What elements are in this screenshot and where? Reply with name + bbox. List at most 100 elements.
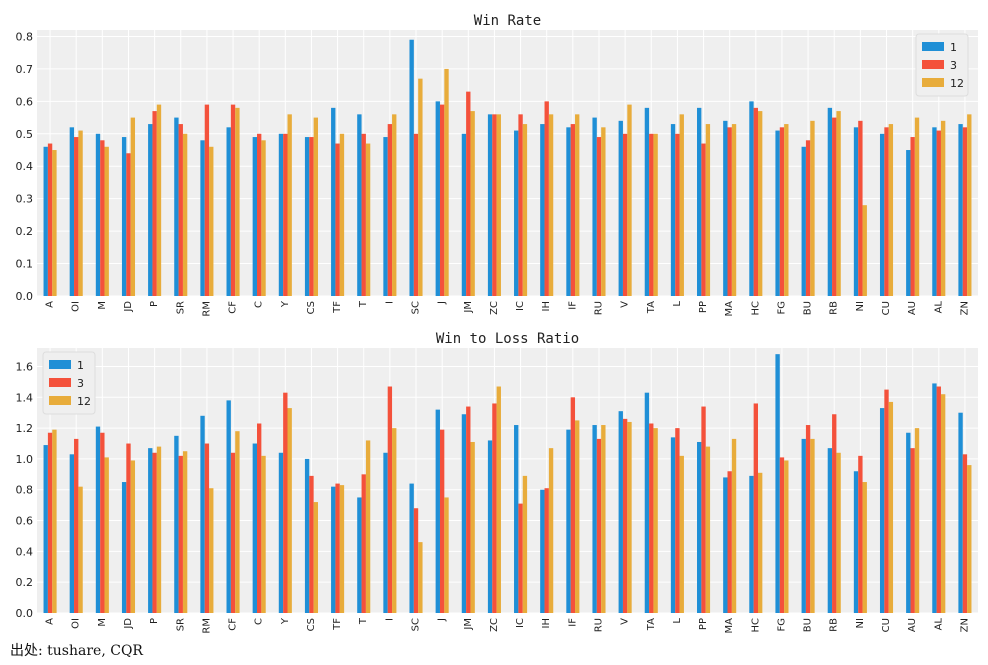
bar-c-series-12 [261,455,266,613]
x-tick-label: MA [724,301,735,317]
bar-sc-series-12 [418,542,423,613]
legend: 1 3 12 [42,351,96,415]
bar-rm-series-1 [200,415,205,613]
bar-ru-series-3 [596,438,602,613]
x-tick-label: SC [411,301,422,314]
bar-c-series-1 [252,443,258,613]
bar-zc-series-12 [496,386,501,613]
x-tick-label: ZC [489,618,500,632]
plot-area [37,30,978,296]
x-tick-label: IC [515,618,526,628]
x-tick-label: A [45,618,56,625]
bar-a-series-3 [47,432,53,613]
bar-l-series-1 [670,437,676,613]
bar-j-series-1 [435,409,440,613]
bar-rm-series-3 [204,104,210,296]
x-tick-label: BU [803,618,814,632]
y-tick-label: 0.6 [16,95,34,108]
bar-ic-series-1 [514,130,519,296]
bar-oi-series-1 [69,127,75,296]
bar-ni-series-1 [853,127,859,296]
bar-bu-series-3 [805,140,811,296]
bar-j-series-3 [439,104,445,296]
bar-t-series-1 [357,497,362,613]
bar-sc-series-1 [409,39,414,296]
x-tick-label: IF [567,618,578,627]
bar-sc-series-3 [413,133,419,296]
y-tick-label: 0.2 [16,225,34,238]
bar-al-series-1 [932,383,937,613]
bar-cu-series-1 [879,408,885,613]
bar-zc-series-3 [492,403,497,613]
bar-jd-series-3 [126,443,131,613]
x-tick-label: AL [933,618,944,631]
bar-ru-series-1 [592,117,597,297]
bar-l-series-12 [679,114,684,296]
bar-t-series-12 [365,440,371,613]
bar-ih-series-12 [548,114,554,296]
bar-cf-series-1 [226,400,231,613]
bar-v-series-1 [618,411,623,613]
x-tick-label: L [672,301,683,307]
bar-p-series-12 [156,104,162,296]
bar-fg-series-3 [779,127,785,296]
bar-pp-series-1 [697,441,702,613]
legend-label: 3 [77,377,84,390]
bar-i-series-12 [392,428,397,613]
bar-l-series-12 [679,455,684,613]
x-tick-label: RM [201,618,212,634]
bar-i-series-1 [383,137,388,296]
bar-rm-series-12 [209,146,214,296]
legend-label: 1 [77,359,84,372]
bar-cu-series-12 [888,124,894,296]
bar-j-series-1 [435,101,440,297]
bar-hc-series-3 [753,107,758,296]
legend-swatch-12 [922,78,944,87]
bar-ma-series-12 [731,124,737,296]
bar-if-series-12 [575,114,580,296]
bar-m-series-12 [104,457,109,613]
bar-hc-series-3 [753,403,758,613]
bar-oi-series-12 [78,486,83,613]
bar-y-series-3 [283,133,288,296]
bar-jm-series-12 [470,441,475,613]
bar-bu-series-12 [810,438,815,613]
win-rate-panel: Win Rate 0.0 0.1 0.2 0.3 0.4 0.5 0.6 0.7 0.8 A OI M J… [16,13,978,317]
bar-sc-series-12 [418,78,423,296]
bar-rm-series-12 [209,488,214,613]
y-tick-label: 0.1 [16,258,34,271]
y-tick-label: 0.8 [16,30,34,43]
x-tick-label: T [358,300,369,308]
bar-ru-series-12 [601,127,606,296]
bar-cs-series-3 [309,475,314,613]
bar-t-series-3 [361,133,366,296]
bar-zc-series-1 [487,114,493,296]
bar-m-series-1 [95,426,101,613]
bar-i-series-3 [387,124,393,296]
bar-fg-series-12 [784,460,789,613]
x-tick-label: AU [907,618,918,632]
x-tick-label: TF [332,301,343,314]
chart-title: Win Rate [474,13,541,29]
y-tick-label: 0.5 [16,128,34,141]
bar-y-series-1 [278,452,284,613]
bar-tf-series-12 [339,485,345,613]
bar-cf-series-3 [230,104,236,296]
x-tick-label: A [45,301,56,308]
bar-i-series-3 [387,386,393,613]
bar-zc-series-12 [496,114,501,296]
plot-area [37,348,978,613]
chart-title: Win to Loss Ratio [436,331,579,347]
bar-v-series-12 [627,421,632,613]
bar-ih-series-1 [540,124,545,296]
x-tick-label: CS [306,301,317,314]
bar-cs-series-12 [313,502,318,613]
x-tick-label: BU [803,301,814,315]
x-tick-label: CU [881,301,892,315]
x-tick-label: SR [175,301,186,314]
x-tick-label: V [620,301,631,308]
x-tick-label: P [149,618,160,624]
x-tick-label: FG [776,301,787,315]
bar-bu-series-1 [801,146,806,296]
